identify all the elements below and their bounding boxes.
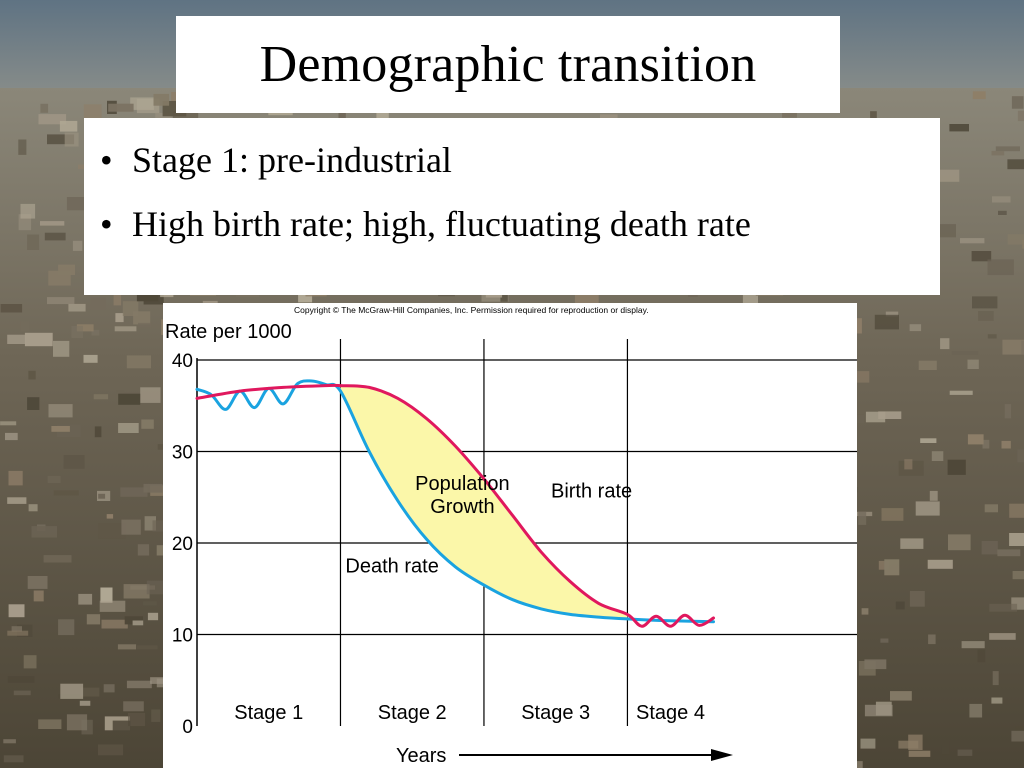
population-growth-area: [340, 385, 628, 619]
chart-labels: 0 10 20 30 40 Stage 1 Stage 2 Stage 3 Stage 4 Pop…: [172, 351, 705, 738]
chart-annotation: Death rate: [345, 555, 438, 577]
bullet-list-box: Stage 1: pre-industrial High birth rate;…: [84, 118, 940, 295]
title-box: Demographic transition: [176, 16, 840, 113]
x-axis-arrowhead: [711, 749, 733, 761]
stage-label: Stage 1: [234, 702, 303, 724]
chart-svg: Copyright © The McGraw-Hill Companies, I…: [165, 305, 857, 767]
stage-label: Stage 4: [636, 702, 705, 724]
demographic-transition-chart: Copyright © The McGraw-Hill Companies, I…: [163, 303, 857, 768]
bullet-item: Stage 1: pre-industrial: [100, 128, 940, 192]
bullet-item: High birth rate; high, fluctuating death…: [100, 192, 940, 256]
stage-label: Stage 2: [378, 702, 447, 724]
chart-annotation: Birth rate: [551, 480, 632, 502]
y-tick-label: 10: [172, 626, 193, 647]
x-axis-label: Years: [396, 745, 446, 767]
chart-annotation: Growth: [430, 496, 494, 518]
y-tick-label: 0: [182, 717, 193, 738]
series-line-death-rate: [195, 379, 715, 624]
y-tick-label: 30: [172, 443, 193, 464]
series-line-birth-rate: [195, 383, 715, 628]
y-tick-label: 20: [172, 534, 193, 555]
y-axis-label: Rate per 1000: [165, 321, 292, 343]
copyright-notice: Copyright © The McGraw-Hill Companies, I…: [294, 305, 649, 315]
chart-grid: [196, 339, 857, 726]
y-tick-label: 40: [172, 351, 193, 372]
stage-label: Stage 3: [521, 702, 590, 724]
series-lines: [195, 379, 715, 628]
slide-title: Demographic transition: [259, 36, 757, 93]
chart-annotation: Population: [415, 473, 510, 495]
bullet-list: Stage 1: pre-industrial High birth rate;…: [100, 128, 940, 256]
